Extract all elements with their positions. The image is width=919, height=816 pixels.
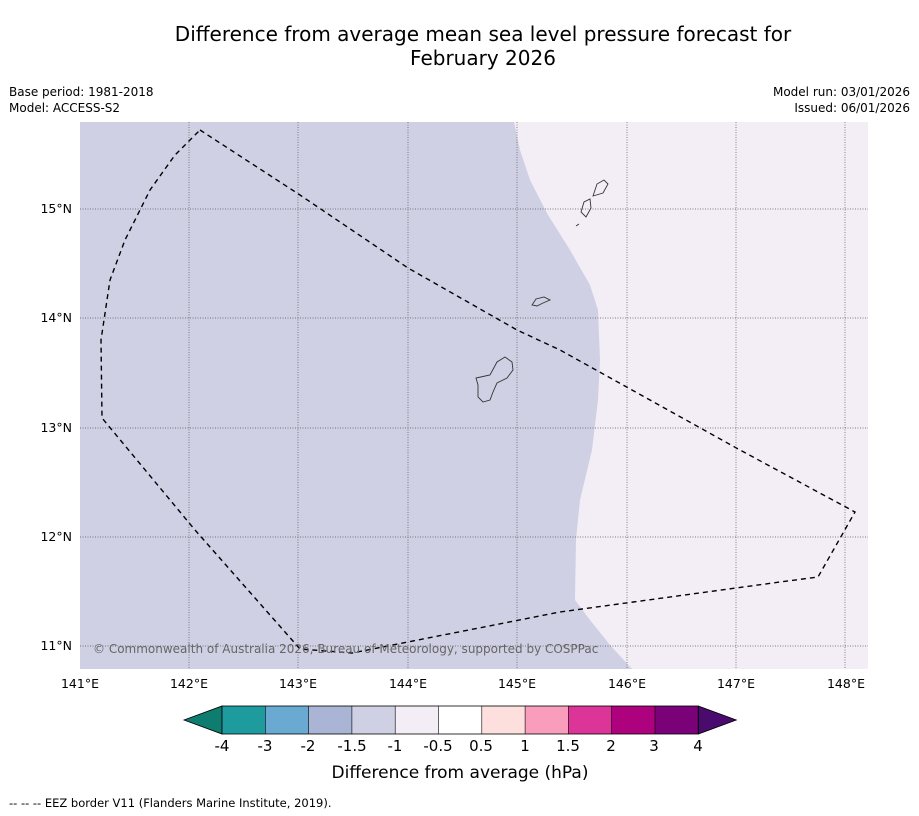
title-line-1: Difference from average mean sea level p… <box>174 22 792 46</box>
meta-right: Model run: 03/01/2026 Issued: 06/01/2026 <box>773 84 910 116</box>
colorbar-tick: -3 <box>258 737 273 755</box>
colorbar-tick: -2 <box>301 737 316 755</box>
island-rota <box>531 296 552 307</box>
graticule <box>80 122 868 669</box>
copyright-text: © Commonwealth of Australia 2026, Bureau… <box>93 642 598 656</box>
colorbar-swatch <box>265 706 309 734</box>
meta-left: Base period: 1981-2018 Model: ACCESS-S2 <box>9 84 154 116</box>
colorbar-swatch <box>525 706 569 734</box>
colorbar-swatches <box>182 705 738 735</box>
colorbar-tick: -1 <box>388 737 403 755</box>
colorbar: -4 -3 -2 -1.5 -1 -0.5 0.5 1 1.5 2 3 4 Di… <box>182 705 738 783</box>
colorbar-swatch <box>438 706 483 734</box>
lon-label: 144°E <box>389 676 427 691</box>
colorbar-swatch <box>611 706 656 734</box>
chart-title: Difference from average mean sea level p… <box>0 22 919 70</box>
colorbar-frame <box>221 705 699 735</box>
lon-label: 143°E <box>279 676 317 691</box>
model-run: Model run: 03/01/2026 <box>772 85 910 99</box>
coastlines <box>475 179 609 403</box>
colorbar-swatch <box>655 706 699 734</box>
lon-label: 145°E <box>498 676 536 691</box>
colorbar-swatch <box>395 706 439 734</box>
lat-label: 12°N <box>40 529 72 544</box>
field-band-minus-1-5-to-minus-1 <box>80 122 632 669</box>
island-saipan <box>592 179 609 197</box>
colorbar-tick: 1 <box>520 737 530 755</box>
lat-label: 11°N <box>40 638 72 653</box>
model-name: Model: ACCESS-S2 <box>9 101 121 115</box>
colorbar-tick: -4 <box>215 737 230 755</box>
base-period: Base period: 1981-2018 <box>9 85 154 99</box>
lon-label: 142°E <box>170 676 208 691</box>
lat-label: 13°N <box>40 420 72 435</box>
lon-label: 141°E <box>61 676 99 691</box>
lon-label: 147°E <box>717 676 755 691</box>
colorbar-swatch <box>222 706 266 734</box>
eez-border <box>100 129 856 654</box>
colorbar-swatch <box>568 706 613 734</box>
colorbar-tick: 4 <box>693 737 703 755</box>
colorbar-extend-high <box>697 705 738 735</box>
lon-label: 148°E <box>827 676 865 691</box>
lat-label: 15°N <box>40 201 72 216</box>
colorbar-swatch <box>308 706 353 734</box>
colorbar-extend-low <box>182 705 223 735</box>
island-aguijan <box>575 223 580 227</box>
lat-label: 14°N <box>40 310 72 325</box>
title-line-2: February 2026 <box>410 46 556 70</box>
map-area: © Commonwealth of Australia 2026, Bureau… <box>80 122 868 669</box>
lat-labels: 15°N 14°N 13°N 12°N 11°N <box>40 201 72 653</box>
colorbar-tick: 2 <box>606 737 616 755</box>
lon-labels: 141°E 142°E 143°E 144°E 145°E 146°E 147°… <box>61 676 865 691</box>
eez-legend: -- -- -- EEZ border V11 (Flanders Marine… <box>9 796 332 810</box>
issued-date: Issued: 06/01/2026 <box>794 101 910 115</box>
colorbar-tick: -1.5 <box>337 737 366 755</box>
colorbar-swatch <box>351 706 396 734</box>
island-guam <box>475 356 514 403</box>
colorbar-label: Difference from average (hPa) <box>332 763 589 783</box>
island-tinian <box>580 198 592 218</box>
colorbar-tick: -0.5 <box>423 737 452 755</box>
colorbar-ticks: -4 -3 -2 -1.5 -1 -0.5 0.5 1 1.5 2 3 4 <box>215 737 703 755</box>
colorbar-tick: 0.5 <box>469 737 493 755</box>
colorbar-tick: 3 <box>649 737 659 755</box>
lon-label: 146°E <box>608 676 646 691</box>
colorbar-swatch <box>481 706 526 734</box>
colorbar-tick: 1.5 <box>556 737 580 755</box>
